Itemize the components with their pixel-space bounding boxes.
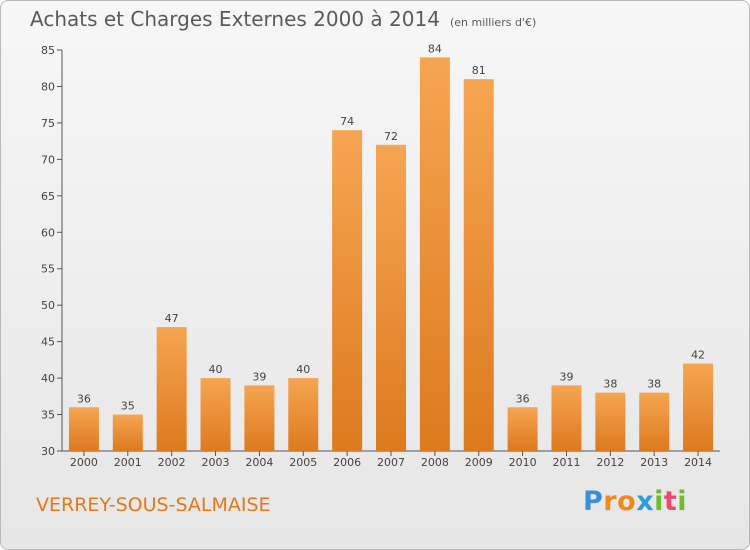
x-tick-label: 2012 [596, 456, 624, 469]
x-tick-label: 2001 [114, 456, 142, 469]
data-label: 40 [296, 363, 310, 376]
x-tick-label: 2014 [684, 456, 712, 469]
x-tick-label: 2007 [377, 456, 405, 469]
bar [156, 327, 187, 451]
proxiti-logo: Proxiti [583, 486, 688, 517]
data-label: 38 [603, 378, 617, 391]
y-tick-label: 65 [41, 190, 55, 203]
x-tick-label: 2005 [289, 456, 317, 469]
chart-title-block: Achats et Charges Externes 2000 à 2014 (e… [30, 7, 536, 31]
bar [112, 414, 143, 451]
chart-title: Achats et Charges Externes 2000 à 2014 [30, 7, 440, 31]
y-tick-label: 50 [41, 299, 55, 312]
bar [244, 385, 275, 451]
data-label: 36 [77, 392, 91, 405]
x-tick-label: 2002 [158, 456, 186, 469]
bar [419, 57, 450, 452]
x-tick-label: 2004 [245, 456, 273, 469]
x-tick-label: 2006 [333, 456, 361, 469]
x-tick-label: 2010 [509, 456, 537, 469]
data-label: 38 [647, 378, 661, 391]
y-tick-label: 35 [41, 409, 55, 422]
data-label: 35 [121, 400, 135, 413]
data-label: 47 [165, 312, 179, 325]
data-label: 39 [559, 370, 573, 383]
x-tick-label: 2003 [202, 456, 230, 469]
commune-name: VERREY-SOUS-SALMAISE [36, 494, 271, 516]
data-label: 39 [252, 370, 266, 383]
data-label: 40 [209, 363, 223, 376]
x-tick-label: 2011 [552, 456, 580, 469]
x-tick-label: 2008 [421, 456, 449, 469]
x-tick-label: 2013 [640, 456, 668, 469]
bar [288, 378, 319, 451]
data-label: 72 [384, 130, 398, 143]
y-tick-label: 85 [41, 44, 55, 57]
bar [507, 407, 538, 451]
y-tick-label: 55 [41, 263, 55, 276]
y-tick-label: 40 [41, 372, 55, 385]
bar [595, 392, 626, 451]
chart-subtitle: (en milliers d'€) [449, 16, 537, 29]
y-tick-label: 70 [41, 153, 55, 166]
y-tick-label: 30 [41, 445, 55, 458]
y-tick-label: 75 [41, 117, 55, 130]
y-tick-label: 60 [41, 226, 55, 239]
bar [463, 79, 494, 451]
y-tick-label: 80 [41, 80, 55, 93]
data-label: 74 [340, 115, 354, 128]
data-label: 42 [691, 349, 705, 362]
bar [683, 363, 714, 451]
data-label: 81 [472, 64, 486, 77]
data-label: 36 [516, 392, 530, 405]
x-tick-label: 2009 [465, 456, 493, 469]
bar [551, 385, 582, 451]
bar [639, 392, 670, 451]
bar [68, 407, 99, 451]
bar [376, 144, 406, 452]
bar [332, 130, 363, 451]
x-tick-label: 2000 [70, 456, 98, 469]
y-tick-label: 45 [41, 336, 55, 349]
data-label: 84 [428, 42, 442, 55]
bar [200, 378, 231, 451]
